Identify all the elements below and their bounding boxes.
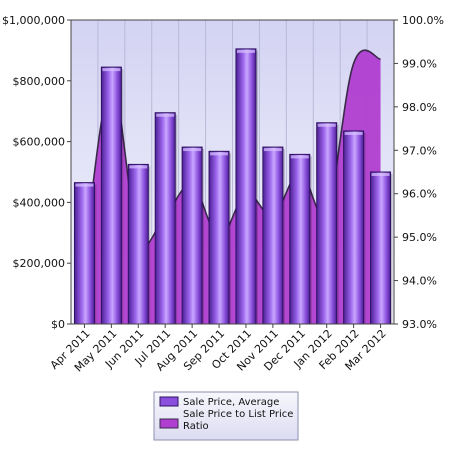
y-left-tick-label: $1,000,000 bbox=[2, 14, 65, 27]
bar bbox=[100, 66, 124, 325]
y-right-tick-label: 96.0% bbox=[402, 188, 437, 201]
legend-swatch-bar bbox=[159, 396, 179, 407]
bar bbox=[73, 182, 97, 325]
legend-swatch-area bbox=[159, 418, 179, 429]
y-right-tick-label: 100.0% bbox=[402, 14, 444, 27]
bar bbox=[127, 163, 151, 325]
bar bbox=[235, 48, 258, 325]
bar bbox=[208, 150, 232, 325]
y-right-tick-label: 93.0% bbox=[402, 318, 437, 331]
y-left-tick-label: $0 bbox=[51, 318, 65, 331]
y-right-tick-label: 98.0% bbox=[402, 101, 437, 114]
bar bbox=[343, 130, 366, 325]
bar bbox=[370, 171, 393, 325]
y-left-tick-label: $600,000 bbox=[13, 136, 66, 149]
bar-series bbox=[73, 48, 393, 325]
y-left-tick-label: $400,000 bbox=[13, 196, 66, 209]
bar bbox=[262, 146, 285, 325]
y-left-tick-label: $800,000 bbox=[13, 75, 66, 88]
bar bbox=[289, 153, 312, 325]
bar bbox=[181, 146, 205, 325]
legend-label-sale-price: Sale Price, Average bbox=[183, 397, 279, 408]
y-right-tick-label: 94.0% bbox=[402, 275, 437, 288]
plot-frame bbox=[70, 19, 395, 325]
bar bbox=[316, 122, 339, 325]
bar bbox=[154, 112, 178, 325]
y-right-tick-label: 95.0% bbox=[402, 231, 437, 244]
y-right-tick-label: 97.0% bbox=[402, 144, 437, 157]
legend-label-ratio: Sale Price to List Price Ratio bbox=[183, 409, 293, 432]
y-right-tick-label: 99.0% bbox=[402, 57, 437, 70]
y-left-tick-label: $200,000 bbox=[13, 257, 66, 270]
